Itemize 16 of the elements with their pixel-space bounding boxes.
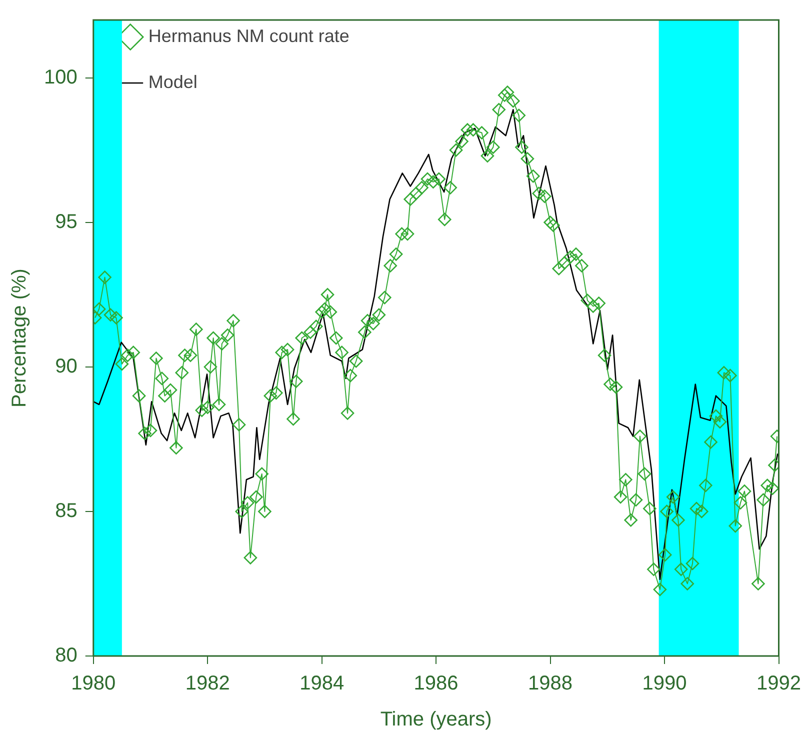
y-tick-label: 95 <box>55 210 78 233</box>
y-tick-label: 85 <box>55 500 78 522</box>
legend-label: Model <box>148 72 198 92</box>
x-tick-label: 1984 <box>300 672 344 695</box>
x-tick-label: 1988 <box>528 672 573 695</box>
x-tick-label: 1992 <box>756 672 802 695</box>
y-tick-label: 100 <box>44 66 78 88</box>
legend-label: Hermanus NM count rate <box>148 26 350 46</box>
x-tick-label: 1982 <box>185 672 230 695</box>
x-tick-label: 1980 <box>71 672 116 695</box>
x-tick-label: 1990 <box>642 672 687 695</box>
y-tick-label: 90 <box>55 355 78 378</box>
y-tick-label: 80 <box>55 644 78 667</box>
y-axis-title: Percentage (%) <box>8 268 31 408</box>
x-tick-label: 1986 <box>414 672 458 695</box>
x-axis-title: Time (years) <box>380 708 492 731</box>
